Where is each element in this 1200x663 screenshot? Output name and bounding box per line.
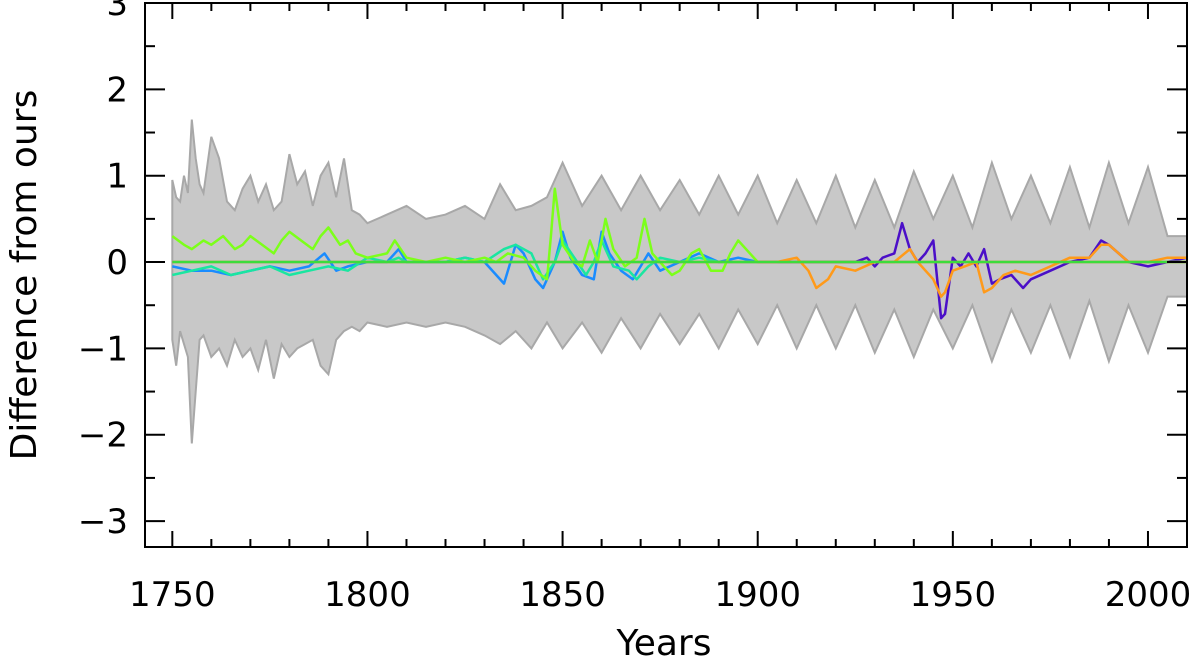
x-tick-label: 1850: [519, 575, 606, 615]
x-tick-label: 1900: [714, 575, 801, 615]
series-line-cyan-green: [172, 239, 758, 281]
ticks-layer: 1750 1800 1850 1900 1950 2000 −3 −2 −1 0 1 2 3: [78, 0, 1191, 615]
series-line-orange: [757, 243, 1187, 298]
y-tick-label: −3: [78, 502, 128, 542]
y-tick-label: 0: [106, 243, 128, 283]
x-tick-label: 2000: [1105, 575, 1192, 615]
y-tick-label: −1: [78, 329, 128, 369]
x-tick-label: 1750: [129, 575, 216, 615]
axes-layer: [144, 2, 1188, 548]
uncertainty-band-layer: [171, 119, 1188, 444]
y-axis-title: Difference from ours: [4, 90, 45, 461]
series-layer: [171, 187, 1188, 320]
x-tick-label: 1950: [910, 575, 997, 615]
uncertainty-band: [171, 119, 1188, 444]
y-tick-label: 2: [106, 70, 128, 110]
series-line-lime: [171, 187, 759, 281]
x-axis-title: Years: [616, 623, 712, 663]
plot-frame: [144, 2, 1188, 548]
x-tick-label: 1800: [324, 575, 411, 615]
y-tick-label: 1: [106, 157, 128, 197]
y-tick-label: −2: [78, 416, 128, 456]
y-tick-label: 3: [106, 0, 128, 24]
